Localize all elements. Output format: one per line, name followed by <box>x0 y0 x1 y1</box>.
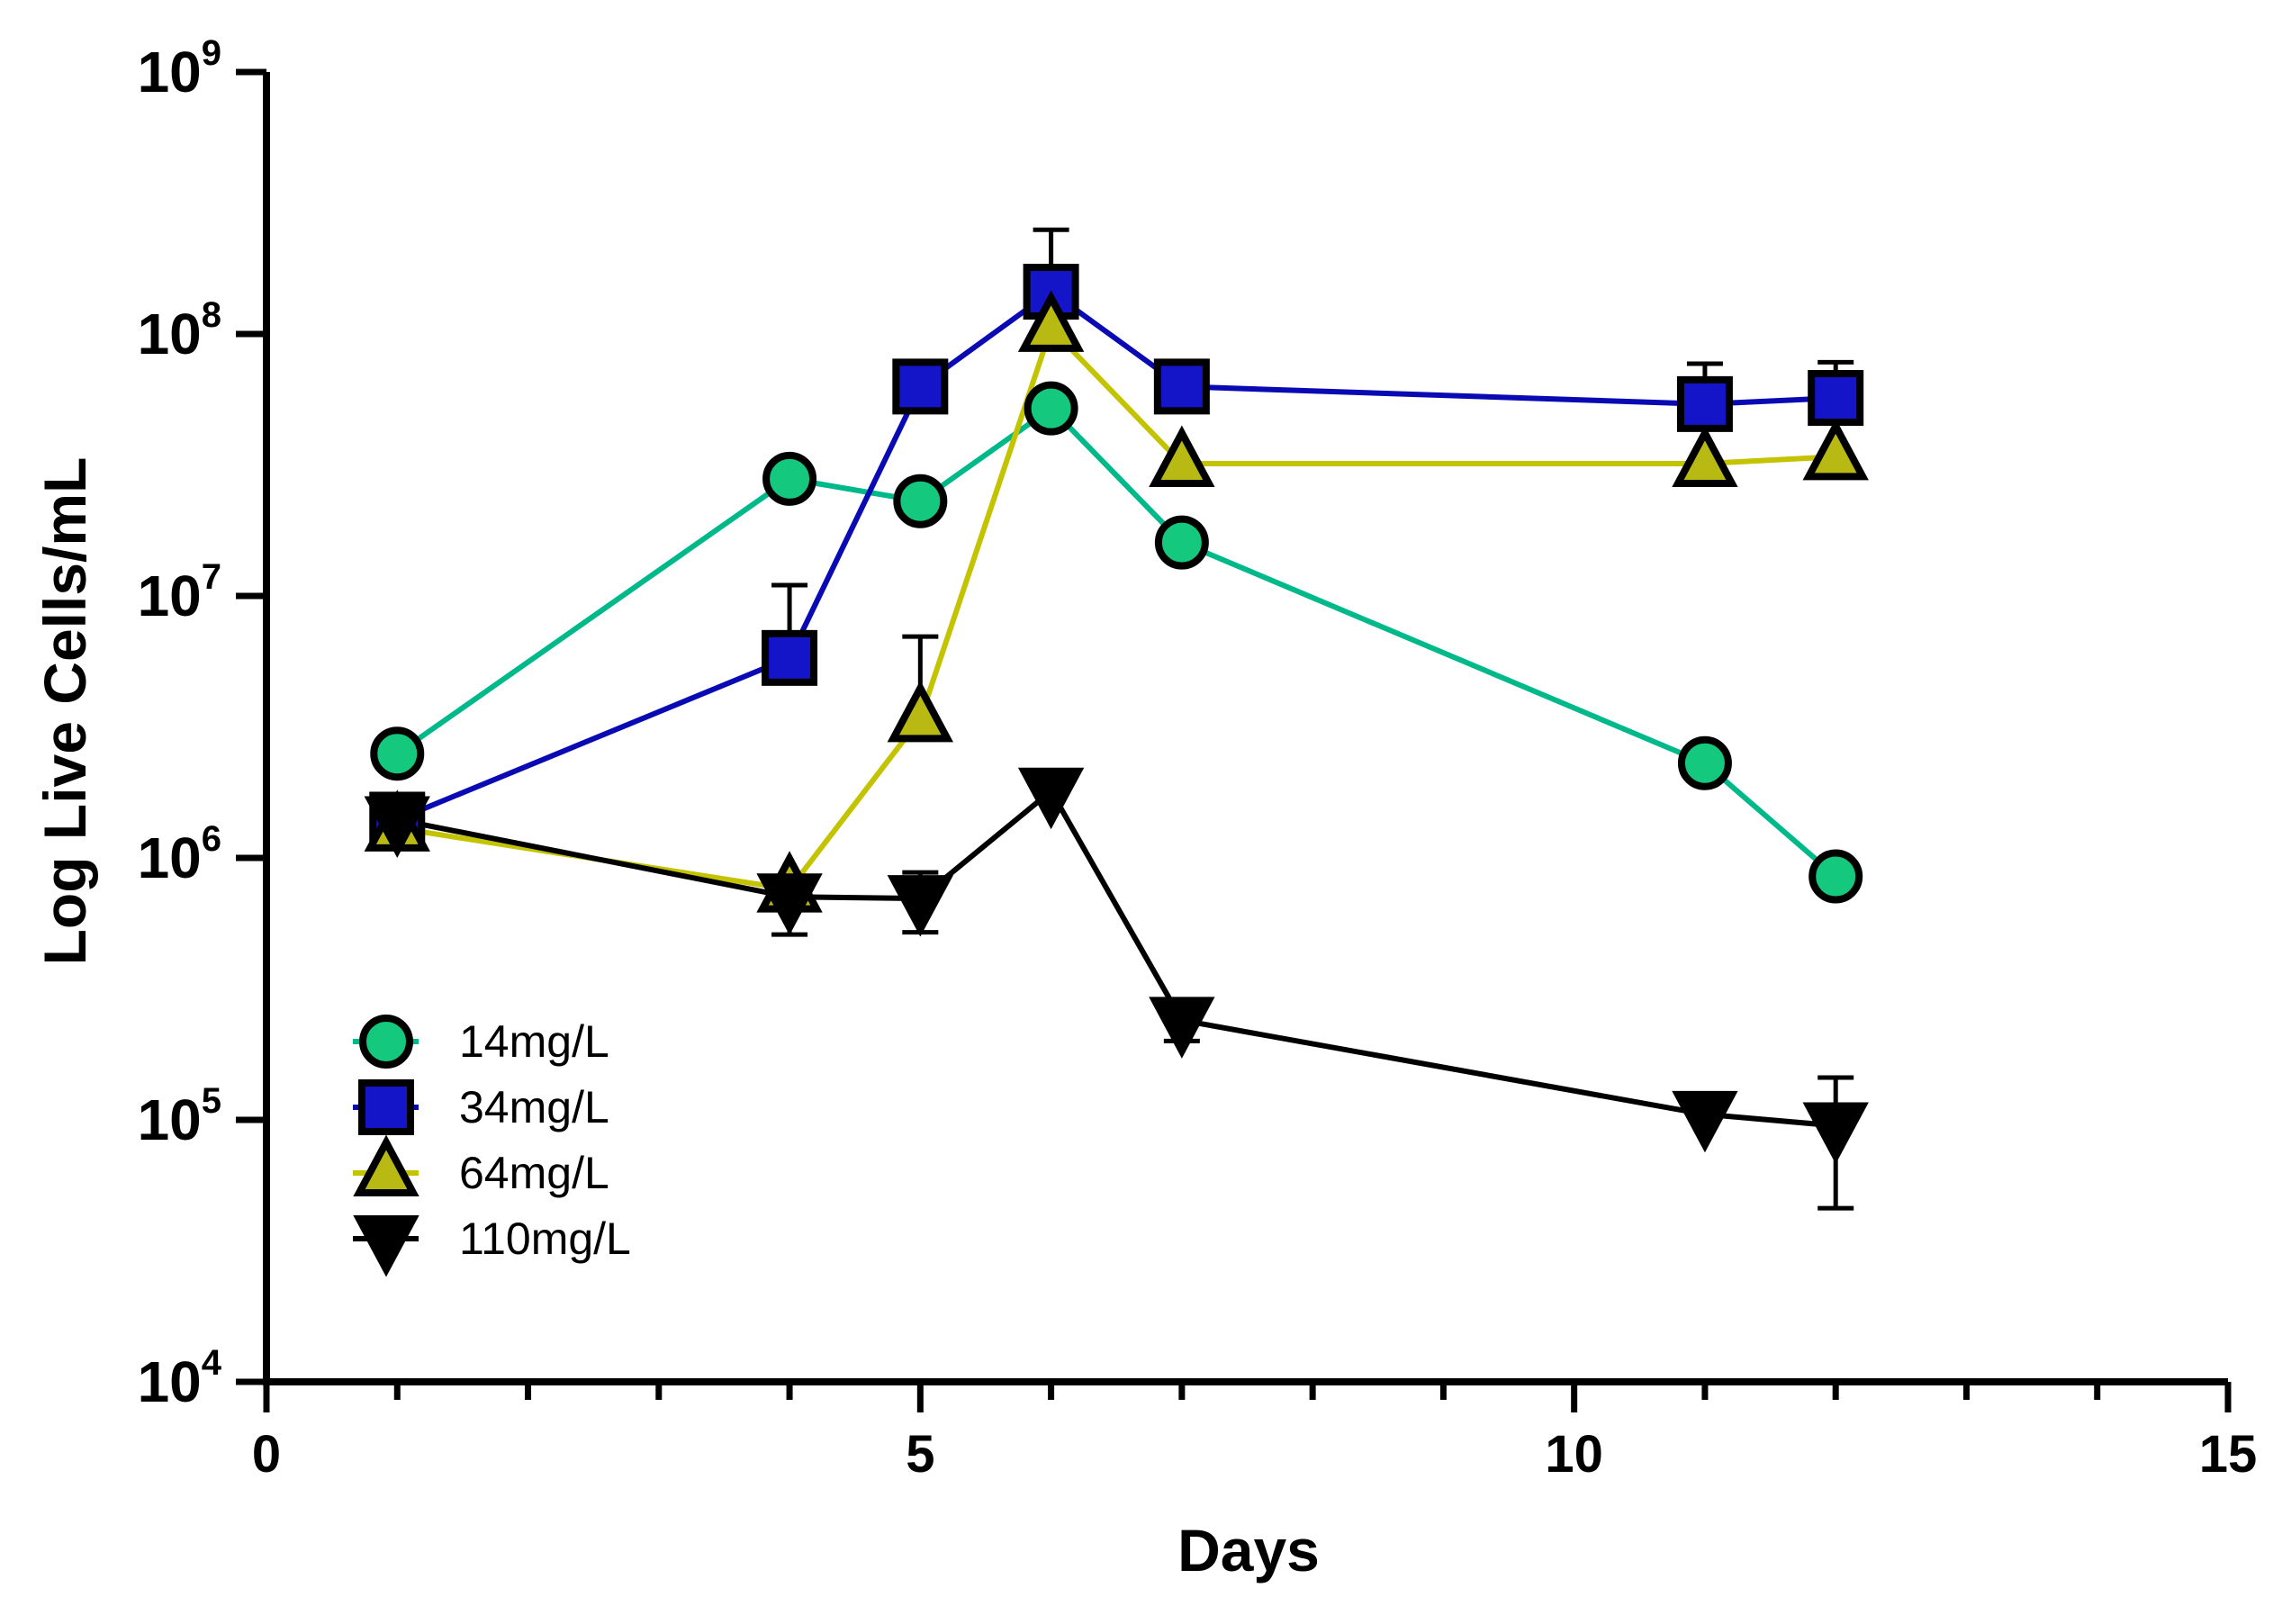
x-axis-ticks: 0 5 10 15 <box>252 1382 2257 1484</box>
data-point-3 <box>756 873 823 935</box>
data-point-3 <box>1149 997 1215 1059</box>
data-point-0 <box>370 726 425 781</box>
series-line-3 <box>396 788 1836 1129</box>
data-point-1 <box>892 358 949 415</box>
data-point-2 <box>1802 418 1869 481</box>
legend: 14mg/L 34mg/L 64mg/L 110mg/L <box>353 1015 631 1277</box>
series-markers <box>364 264 1869 1164</box>
y-tick-label: 106 <box>138 819 221 890</box>
x-tick-label: 0 <box>252 1425 281 1484</box>
x-tick-label: 15 <box>2199 1425 2258 1484</box>
legend-marker <box>353 1134 419 1196</box>
y-tick-label: 105 <box>138 1081 221 1152</box>
data-point-0 <box>893 474 948 528</box>
data-point-1 <box>762 629 818 686</box>
series-line-1 <box>396 289 1836 823</box>
y-tick-label: 107 <box>138 557 221 628</box>
data-point-1 <box>1153 358 1210 415</box>
legend-marker <box>359 1015 413 1069</box>
legend-marker <box>353 1215 419 1277</box>
data-point-0 <box>1808 849 1863 904</box>
legend-label: 110mg/L <box>459 1213 631 1264</box>
data-point-0 <box>1677 735 1732 790</box>
y-tick-label: 104 <box>138 1343 222 1414</box>
data-point-0 <box>1154 515 1209 570</box>
series-lines <box>395 289 1838 1129</box>
x-tick-label: 5 <box>906 1425 934 1484</box>
y-axis-ticks: 104 105 106 107 108 109 <box>138 33 266 1414</box>
y-tick-label: 109 <box>138 33 221 104</box>
data-point-0 <box>762 451 817 506</box>
data-point-3 <box>1802 1102 1869 1164</box>
data-point-0 <box>1024 381 1078 436</box>
data-point-1 <box>1676 375 1733 432</box>
data-point-3 <box>364 796 430 858</box>
x-tick-label: 10 <box>1545 1425 1603 1484</box>
y-tick-label: 108 <box>138 295 221 366</box>
x-axis-title: Days <box>1177 1517 1320 1583</box>
series-line-2 <box>396 325 1836 892</box>
data-point-3 <box>1017 767 1085 830</box>
data-point-2 <box>887 680 954 743</box>
data-point-1 <box>1808 370 1864 427</box>
data-point-3 <box>887 875 954 937</box>
legend-label: 34mg/L <box>459 1082 609 1132</box>
series-line-0 <box>395 405 1838 879</box>
legend-label: 14mg/L <box>459 1016 609 1067</box>
legend-label: 64mg/L <box>459 1148 609 1198</box>
data-point-3 <box>1672 1090 1738 1153</box>
y-axis-title: Log Live Cells/mL <box>32 457 98 966</box>
data-point-2 <box>1149 425 1215 488</box>
data-point-2 <box>1017 290 1085 352</box>
legend-marker <box>358 1079 414 1135</box>
data-point-2 <box>1672 425 1738 488</box>
